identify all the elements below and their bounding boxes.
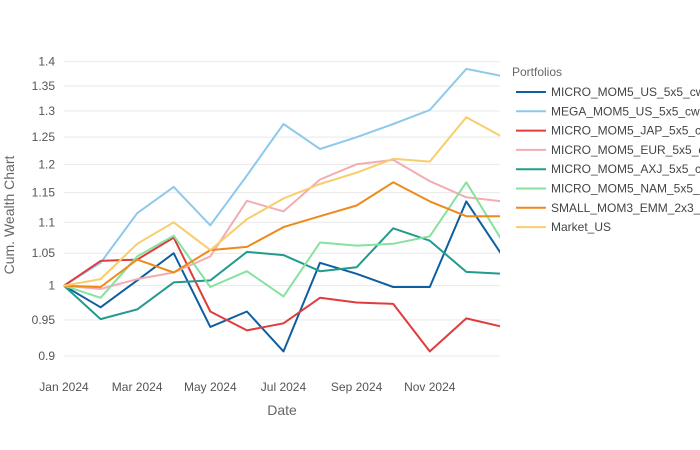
legend-title: Portfolios xyxy=(512,65,562,79)
series-lines xyxy=(63,67,500,353)
legend: Portfolios MICRO_MOM5_US_5x5_cw MEGA_MOM5… xyxy=(512,65,700,234)
series-line-micro-mom5-eur-5x5-cw xyxy=(63,158,500,290)
x-tick-label: Sep 2024 xyxy=(331,380,383,394)
y-tick-label: 0.95 xyxy=(32,313,56,327)
x-tick-label: Jul 2024 xyxy=(261,380,307,394)
y-tick-label: 1.05 xyxy=(32,246,56,260)
series-line-small-mom3-emm-2x3-cw xyxy=(63,181,500,288)
legend-entry: Market_US xyxy=(551,220,611,234)
y-axis-title: Cum. Wealth Chart xyxy=(1,155,17,274)
y-tick-label: 1.4 xyxy=(38,55,55,69)
x-tick-label: Mar 2024 xyxy=(112,380,163,394)
y-tick-label: 1.25 xyxy=(32,130,56,144)
y-tick-label: 1.3 xyxy=(38,104,55,118)
y-tick-labels: 0.9 0.95 1 1.05 1.1 1.15 1.2 1.25 1.3 1.35 1.4 xyxy=(32,55,56,363)
legend-entry: MEGA_MOM5_US_5x5_cw xyxy=(551,104,700,118)
legend-entry: MICRO_MOM5_AXJ_5x5_cw xyxy=(551,162,700,176)
y-tick-label: 1.35 xyxy=(32,79,56,93)
y-tick-label: 1.1 xyxy=(38,215,55,229)
x-tick-label: Nov 2024 xyxy=(404,380,456,394)
x-tick-labels: Jan 2024 Mar 2024 May 2024 Jul 2024 Sep 2024… xyxy=(39,380,455,394)
x-tick-label: May 2024 xyxy=(184,380,237,394)
legend-entry: MICRO_MOM5_NAM_5x5_cw xyxy=(551,182,700,196)
y-tick-label: 1 xyxy=(48,279,55,293)
legend-entry: SMALL_MOM3_EMM_2x3_cw xyxy=(551,201,700,215)
series-line-market-us xyxy=(63,116,500,287)
legend-entry: MICRO_MOM5_US_5x5_cw xyxy=(551,85,700,99)
y-tick-label: 0.9 xyxy=(38,349,55,363)
series-line-micro-mom5-axj-5x5-cw xyxy=(63,227,500,321)
series-line-micro-mom5-us-5x5-cw xyxy=(63,200,500,353)
legend-entry: MICRO_MOM5_JAP_5x5_cw xyxy=(551,124,700,138)
x-tick-label: Jan 2024 xyxy=(39,380,89,394)
y-tick-label: 1.2 xyxy=(38,157,55,171)
x-axis-title: Date xyxy=(267,402,297,418)
series-line-mega-mom5-us-5x5-cw xyxy=(63,67,500,287)
series-line-micro-mom5-nam-5x5-cw xyxy=(63,181,500,299)
y-tick-label: 1.15 xyxy=(32,186,56,200)
legend-entry: MICRO_MOM5_EUR_5x5_cw xyxy=(551,143,700,157)
grid-lines xyxy=(64,61,500,357)
